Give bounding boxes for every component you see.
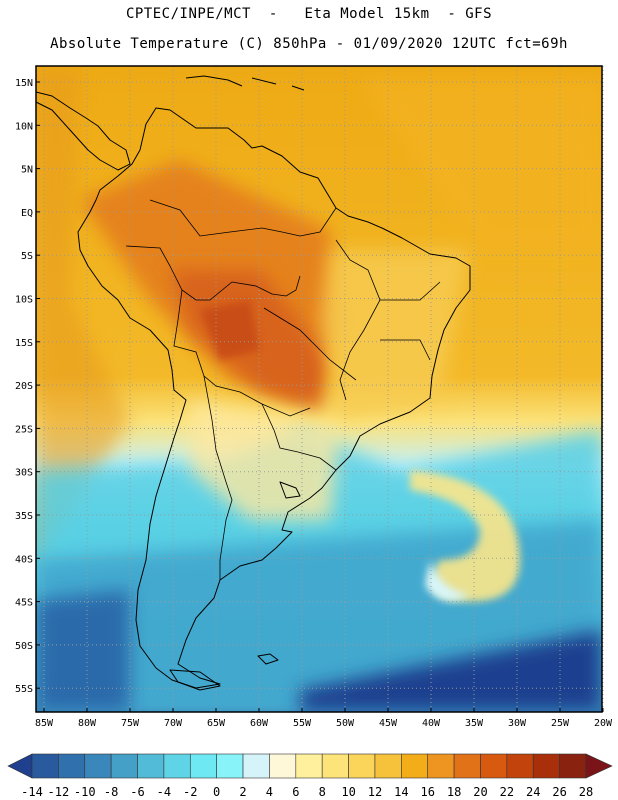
longitude-labels: 85W 80W 75W 70W 65W 60W 55W 50W 45W 40W 35W 30W 25W 2… xyxy=(35,708,613,729)
chart-title-line-2: Absolute Temperature (C) 850hPa - 01/09/… xyxy=(50,36,568,52)
longitude-label: 80W xyxy=(78,718,97,729)
colorbar-box xyxy=(269,753,297,779)
colorbar-label: 26 xyxy=(552,785,566,799)
longitude-label: 70W xyxy=(164,718,183,729)
colorbar-box xyxy=(31,753,59,779)
latitude-label: 30S xyxy=(15,468,33,479)
colorbar-label: 24 xyxy=(526,785,540,799)
colorbar-box xyxy=(453,753,481,779)
longitude-label: 65W xyxy=(207,718,226,729)
latitude-label: 50S xyxy=(15,641,33,652)
colorbar-label: -4 xyxy=(157,785,171,799)
latitude-label: 40S xyxy=(15,554,33,565)
longitude-label: 85W xyxy=(35,718,54,729)
latitude-label: 55S xyxy=(15,684,33,695)
colorbar-box xyxy=(216,753,244,779)
colorbar-label: 20 xyxy=(473,785,487,799)
colorbar-label: 12 xyxy=(368,785,382,799)
colorbar-label: 10 xyxy=(341,785,355,799)
colorbar-box xyxy=(110,753,138,779)
colorbar-label: 22 xyxy=(500,785,514,799)
colorbar-label: 2 xyxy=(239,785,246,799)
colorbar-box xyxy=(189,753,217,779)
longitude-label: 20W xyxy=(594,718,613,729)
latitude-label: 10N xyxy=(15,121,33,132)
colorbar-box xyxy=(532,753,560,779)
colorbar-label: -14 xyxy=(21,785,43,799)
colorbar-label: -12 xyxy=(48,785,70,799)
temperature-field xyxy=(36,66,602,712)
colorbar-label: -8 xyxy=(104,785,118,799)
colorbar-label: 8 xyxy=(319,785,326,799)
latitude-label: EQ xyxy=(21,208,33,219)
colorbar-label: -6 xyxy=(130,785,144,799)
longitude-label: 35W xyxy=(465,718,484,729)
colorbar-box xyxy=(401,753,429,779)
colorbar-label: 14 xyxy=(394,785,408,799)
latitude-label: 15N xyxy=(15,78,33,89)
colorbar-box xyxy=(163,753,191,779)
colorbar-label: 16 xyxy=(420,785,434,799)
colorbar-box xyxy=(480,753,508,779)
latitude-label: 35S xyxy=(15,511,33,522)
longitude-label: 40W xyxy=(422,718,441,729)
longitude-label: 55W xyxy=(293,718,312,729)
colorbar-labels: -14 -12 -10 -8 -6 -4 -2 0 2 4 6 8 10 12 14 16 18 20 22 24 26… xyxy=(21,785,593,799)
chart-title-line-1: CPTEC/INPE/MCT - Eta Model 15km - GFS xyxy=(125,6,493,22)
latitude-label: 10S xyxy=(15,295,33,306)
longitude-label: 75W xyxy=(121,718,140,729)
colorbar xyxy=(7,753,613,779)
latitude-labels: 15N 10N 5N EQ 5S 10S 15S 20S 25S 30S 35S 40S 45S 50S 5… xyxy=(15,78,40,695)
colorbar-box xyxy=(242,753,270,779)
political-borders xyxy=(125,199,441,580)
colorbar-label: 0 xyxy=(213,785,220,799)
longitude-label: 60W xyxy=(250,718,269,729)
longitude-label: 50W xyxy=(336,718,355,729)
colorbar-label: 28 xyxy=(579,785,593,799)
latitude-label: 25S xyxy=(15,424,33,435)
colorbar-box xyxy=(427,753,455,779)
colorbar-box xyxy=(559,753,587,779)
colorbar-label: 18 xyxy=(447,785,461,799)
colorbar-box xyxy=(137,753,165,779)
colorbar-box xyxy=(84,753,112,779)
colorbar-min-arrow xyxy=(7,753,33,779)
colorbar-box xyxy=(374,753,402,779)
coastlines xyxy=(35,75,471,691)
longitude-label: 30W xyxy=(508,718,527,729)
latitude-label: 20S xyxy=(15,381,33,392)
longitude-label: 25W xyxy=(551,718,570,729)
colorbar-label: 4 xyxy=(266,785,273,799)
colorbar-label: -10 xyxy=(74,785,96,799)
colorbar-label: -2 xyxy=(183,785,197,799)
latitude-label: 5N xyxy=(21,165,33,176)
colorbar-label: 6 xyxy=(292,785,299,799)
colorbar-box xyxy=(295,753,323,779)
latitude-label: 15S xyxy=(15,338,33,349)
longitude-label: 45W xyxy=(379,718,398,729)
colorbar-box xyxy=(348,753,376,779)
latitude-label: 5S xyxy=(21,251,33,262)
colorbar-box xyxy=(58,753,86,779)
colorbar-box xyxy=(321,753,349,779)
map-frame xyxy=(35,65,603,713)
latitude-label: 45S xyxy=(15,598,33,609)
colorbar-box xyxy=(506,753,534,779)
colorbar-max-arrow xyxy=(585,753,613,779)
